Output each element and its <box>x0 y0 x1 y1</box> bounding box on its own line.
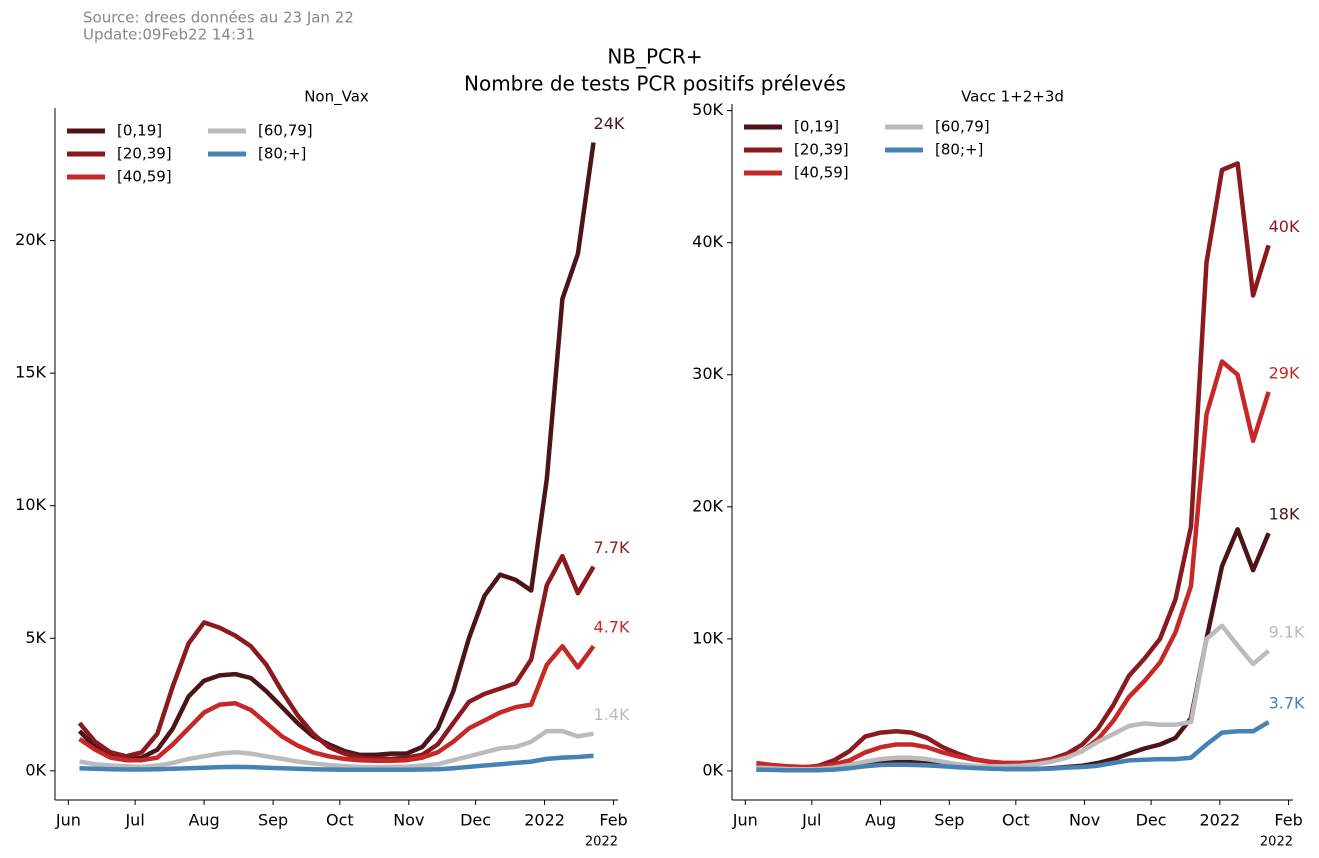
x-offset-label: 2022 <box>585 835 618 850</box>
y-tick-label: 0K <box>702 760 723 779</box>
x-tick-label: Nov <box>393 811 424 830</box>
legend-label: [80;+] <box>258 145 306 163</box>
x-tick-label: Jun <box>732 811 758 830</box>
legend-label: [20,39] <box>794 141 849 159</box>
y-tick-label: 20K <box>692 496 723 515</box>
end-value-label: 3.7K <box>1269 694 1305 713</box>
x-tick-label: 2022 <box>1199 811 1240 830</box>
y-tick-label: 40K <box>692 232 723 251</box>
legend-label: [40,59] <box>794 164 849 182</box>
legend-label: [40,59] <box>117 168 172 186</box>
y-tick-label: 15K <box>15 363 46 382</box>
x-tick-label: Jul <box>124 811 144 830</box>
figure-subtitle: Nombre de tests PCR positifs prélevés <box>464 72 846 96</box>
x-tick-label: Feb <box>1274 811 1302 830</box>
x-tick-label: Sep <box>258 811 288 830</box>
y-tick-label: 5K <box>25 628 46 647</box>
x-tick-label: Sep <box>934 811 964 830</box>
end-value-label: 4.7K <box>594 618 630 637</box>
series-line <box>756 359 1271 770</box>
series-line <box>79 728 594 770</box>
x-offset-label: 2022 <box>1260 835 1293 850</box>
x-tick-label: Aug <box>865 811 896 830</box>
legend-label: [0,19] <box>117 122 162 140</box>
end-value-label: 9.1K <box>1269 622 1305 641</box>
end-value-label: 18K <box>1269 505 1300 524</box>
y-tick-label: 10K <box>692 628 723 647</box>
y-tick-label: 20K <box>15 230 46 249</box>
x-tick-label: Nov <box>1069 811 1100 830</box>
x-tick-label: Jul <box>801 811 821 830</box>
x-tick-label: 2022 <box>524 811 565 830</box>
series-line <box>78 643 596 764</box>
end-value-label: 24K <box>594 114 625 133</box>
legend-label: [60,79] <box>258 122 313 140</box>
y-tick-label: 0K <box>25 760 46 779</box>
series-line <box>79 753 594 773</box>
source-note: Source: drees données au 23 Jan 22 <box>83 9 354 27</box>
x-tick-label: Feb <box>599 811 627 830</box>
end-value-label: 1.4K <box>594 705 630 724</box>
end-value-label: 40K <box>1269 217 1300 236</box>
y-tick-label: 10K <box>15 495 46 514</box>
y-tick-label: 30K <box>692 364 723 383</box>
series-line <box>77 142 596 762</box>
legend-label: [80;+] <box>935 141 983 159</box>
legend-label: [60,79] <box>935 118 990 136</box>
end-value-label: 29K <box>1269 363 1300 382</box>
series-line <box>756 623 1271 772</box>
x-tick-label: Dec <box>460 811 491 830</box>
x-tick-label: Aug <box>188 811 219 830</box>
series-line <box>756 720 1270 773</box>
y-tick-label: 50K <box>692 100 723 119</box>
x-tick-label: Dec <box>1136 811 1167 830</box>
legend-label: [20,39] <box>117 145 172 163</box>
update-note: Update:09Feb22 14:31 <box>83 26 255 44</box>
legend-label: [0,19] <box>794 118 839 136</box>
x-tick-label: Jun <box>55 811 81 830</box>
x-tick-label: Oct <box>1002 811 1030 830</box>
subplot-title: Non_Vax <box>304 88 369 107</box>
end-value-label: 7.7K <box>594 538 630 557</box>
series-line <box>77 553 596 762</box>
series-line <box>756 161 1271 770</box>
subplot-title: Vacc 1+2+3d <box>961 88 1064 106</box>
figure-title: NB_PCR+ <box>607 45 702 69</box>
x-tick-label: Oct <box>326 811 354 830</box>
